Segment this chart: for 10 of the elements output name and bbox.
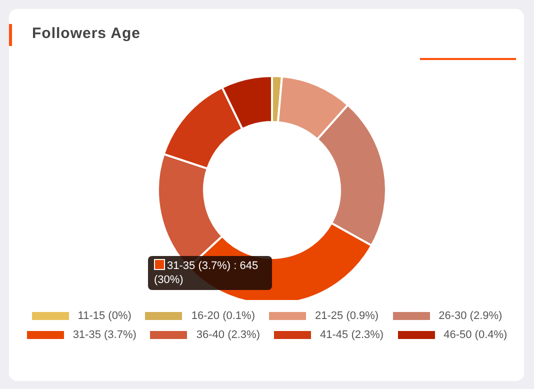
- legend-label: 21-25 (0.9%): [315, 310, 379, 322]
- legend-label: 41-45 (2.3%): [320, 328, 384, 340]
- legend-label: 46-50 (0.4%): [444, 328, 508, 340]
- legend-label: 26-30 (2.9%): [438, 310, 502, 322]
- text: 31-35 (3.7%) : 645 (30%): [148, 256, 272, 290]
- legend-label: 31-35 (3.7%): [72, 328, 136, 340]
- legend-label: 36-40 (2.3%): [196, 328, 260, 340]
- legend-label: 11-15 (0%): [78, 310, 132, 322]
- legend-label: 16-20 (0.1%): [191, 310, 255, 322]
- chart-title: Followers Age: [32, 25, 140, 42]
